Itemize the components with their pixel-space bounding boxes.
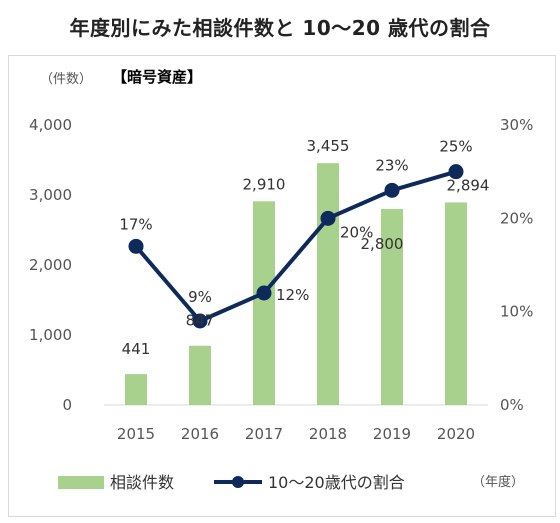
bar-value-label: 3,455 — [307, 137, 350, 155]
bar — [381, 209, 403, 405]
x-tick-label: 2018 — [309, 425, 347, 443]
line-value-label: 20% — [340, 223, 373, 241]
bar-value-label: 2,910 — [243, 175, 286, 193]
y-tick-label: 1,000 — [29, 326, 72, 344]
line-value-label: 9% — [188, 288, 212, 306]
line-value-label: 17% — [119, 215, 152, 233]
bar-value-label: 441 — [122, 340, 151, 358]
x-axis-unit: （年度） — [472, 475, 525, 490]
line-series — [134, 169, 457, 323]
x-tick-label: 2020 — [437, 425, 475, 443]
y-tick-label: 4,000 — [29, 116, 72, 134]
y-tick-label: 0 — [62, 396, 72, 414]
bar-value-label: 847 — [186, 312, 215, 330]
y2-tick-label: 0% — [500, 396, 524, 414]
line-point — [192, 313, 208, 329]
y2-tick-label: 20% — [500, 209, 533, 227]
bar-value-label: 2,894 — [447, 176, 490, 194]
line-point — [448, 164, 464, 180]
chart-title: 年度別にみた相談件数と 10〜20 歳代の割合 — [69, 16, 491, 40]
x-tick-label: 2019 — [373, 425, 411, 443]
line-point — [384, 182, 400, 198]
legend-line-marker — [232, 476, 244, 488]
y-tick-label: 2,000 — [29, 256, 72, 274]
legend-line-label: 10〜20歳代の割合 — [268, 473, 405, 492]
y2-tick-label: 30% — [500, 116, 533, 134]
y-tick-label: 3,000 — [29, 186, 72, 204]
line-point — [256, 285, 272, 301]
line-value-label: 25% — [439, 138, 472, 156]
bar — [445, 202, 467, 405]
legend-bar-label: 相談件数 — [110, 473, 174, 492]
bar — [317, 163, 339, 405]
x-tick-label: 2016 — [181, 425, 219, 443]
x-tick-label: 2015 — [117, 425, 155, 443]
chart-subject: 【暗号資産】 — [112, 68, 203, 86]
y2-tick-label: 10% — [500, 303, 533, 321]
y-axis-unit: （件数） — [40, 72, 93, 87]
bar — [125, 374, 147, 405]
bar-value-label: 2,800 — [361, 235, 404, 253]
legend-bar-swatch — [58, 476, 104, 489]
x-tick-label: 2017 — [245, 425, 283, 443]
line-point — [128, 238, 144, 254]
line-value-label: 23% — [375, 156, 408, 174]
line-value-label: 12% — [276, 286, 309, 304]
line-point — [320, 210, 336, 226]
plot-area — [8, 55, 556, 517]
bar — [189, 345, 211, 405]
bar — [253, 201, 275, 405]
